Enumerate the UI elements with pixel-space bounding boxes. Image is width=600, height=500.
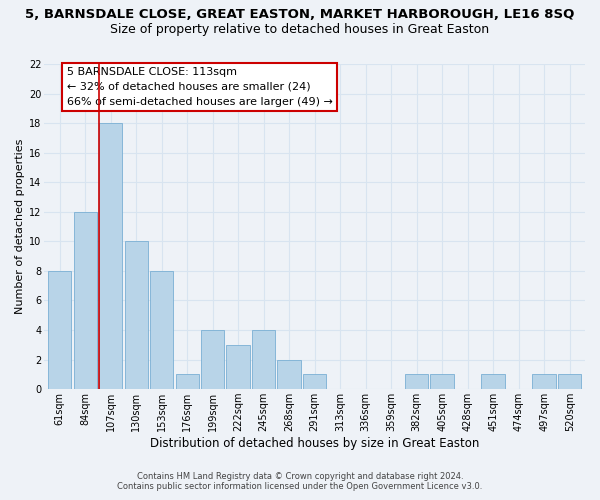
Text: Contains HM Land Registry data © Crown copyright and database right 2024.: Contains HM Land Registry data © Crown c… (137, 472, 463, 481)
Bar (277, 360, 301, 389)
Bar (176, 374, 199, 389)
Text: 5, BARNSDALE CLOSE, GREAT EASTON, MARKET HARBOROUGH, LE16 8SQ: 5, BARNSDALE CLOSE, GREAT EASTON, MARKET… (25, 8, 575, 20)
Text: 5 BARNSDALE CLOSE: 113sqm
← 32% of detached houses are smaller (24)
66% of semi-: 5 BARNSDALE CLOSE: 113sqm ← 32% of detac… (67, 67, 333, 106)
Bar (226, 345, 250, 389)
Bar (125, 242, 148, 389)
Bar (48, 271, 71, 389)
Bar (558, 374, 581, 389)
Bar (405, 374, 428, 389)
Bar (430, 374, 454, 389)
Bar (252, 330, 275, 389)
X-axis label: Distribution of detached houses by size in Great Easton: Distribution of detached houses by size … (150, 437, 479, 450)
Bar (532, 374, 556, 389)
Text: Size of property relative to detached houses in Great Easton: Size of property relative to detached ho… (110, 22, 490, 36)
Bar (150, 271, 173, 389)
Text: Contains public sector information licensed under the Open Government Licence v3: Contains public sector information licen… (118, 482, 482, 491)
Bar (201, 330, 224, 389)
Bar (74, 212, 97, 389)
Bar (303, 374, 326, 389)
Y-axis label: Number of detached properties: Number of detached properties (15, 139, 25, 314)
Bar (481, 374, 505, 389)
Bar (99, 123, 122, 389)
